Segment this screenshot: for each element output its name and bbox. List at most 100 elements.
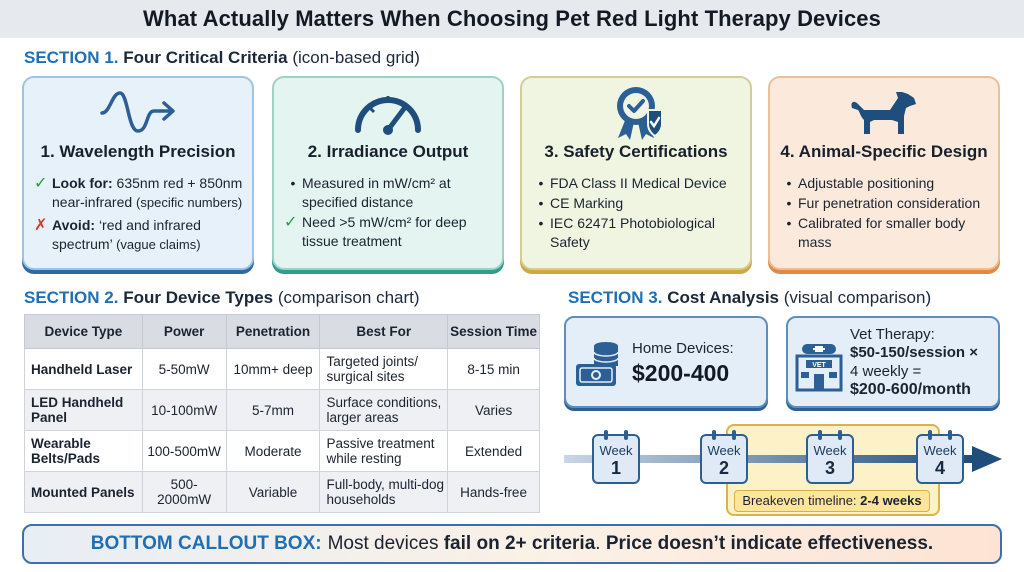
bullet-dot: •: [786, 175, 792, 191]
power-cell: 5-50mW: [141, 348, 227, 390]
week-number: 4: [934, 458, 945, 478]
bullet-dot: •: [538, 215, 544, 231]
section3-note: (visual comparison): [783, 288, 932, 307]
bullet-item: • CE Marking: [532, 194, 742, 213]
bullet-dot: •: [538, 175, 544, 191]
check-text: Need >5 mW/cm² for deep tissue treatment: [302, 214, 467, 249]
bullet-item: • IEC 62471 Photobiological Safety: [532, 214, 742, 252]
section2-note: (comparison chart): [277, 288, 420, 307]
section1-name: Four Critical Criteria: [123, 48, 288, 67]
bullet-text: CE Marking: [550, 195, 624, 211]
column-header: Session Time: [447, 314, 540, 349]
column-header: Device Type: [24, 314, 143, 349]
calendar-ring: [624, 430, 628, 440]
bullet-text: FDA Class II Medical Device: [550, 175, 727, 191]
session-time-cell: Varies: [447, 389, 540, 431]
section1-note: (icon-based grid): [292, 48, 420, 67]
criteria-card-irradiance: 2. Irradiance Output • Measured in mW/cm…: [272, 76, 504, 270]
week-label: Week: [707, 443, 741, 458]
section3-number: SECTION 3.: [568, 288, 663, 307]
calendar-ring: [838, 430, 842, 440]
avoid-label: Avoid:: [52, 217, 96, 233]
calendar-ring: [604, 430, 608, 440]
vet-rate-suffix: /session ×: [905, 344, 979, 361]
best-for-cell: Surface conditions, larger areas: [319, 389, 449, 431]
bullet-text: IEC 62471 Photobiological Safety: [550, 215, 716, 250]
column-header: Penetration: [225, 314, 321, 349]
penetration-cell: 10mm+ deep: [225, 348, 321, 390]
vet-rate-value: $50-150: [850, 344, 906, 361]
breakeven-value: 2-4 weeks: [860, 493, 922, 508]
week-number: 3: [824, 458, 835, 478]
week-label: Week: [813, 443, 847, 458]
check-icon: ✓: [34, 175, 48, 192]
callout-period: .: [595, 533, 601, 554]
avoid-item: ✗ Avoid: ‘red and infrared spectrum’ (va…: [34, 216, 244, 254]
bullet-dot: •: [786, 195, 792, 211]
bullet-dot: •: [538, 195, 544, 211]
week-label: Week: [923, 443, 957, 458]
section1-heading: SECTION 1. Four Critical Criteria (icon-…: [24, 48, 420, 68]
bullet-dot: •: [290, 175, 296, 191]
bullet-text: Adjustable positioning: [798, 175, 935, 191]
breakeven-timeline-label: Breakeven timeline: 2-4 weeks: [734, 490, 930, 512]
wave-arrow-icon: [24, 84, 252, 140]
best-for-cell: Passive treatment while resting: [319, 430, 449, 472]
look-for-note: (specific numbers): [136, 195, 243, 210]
penetration-cell: 5-7mm: [225, 389, 321, 431]
table-row: Mounted Panels 500-2000mW Variable Full-…: [24, 471, 540, 513]
avoid-text: ‘red and infrared spectrum’: [52, 217, 201, 252]
week-4-calendar-icon: Week 4: [916, 430, 964, 484]
week-number: 2: [718, 458, 729, 478]
section2-heading: SECTION 2. Four Device Types (comparison…: [24, 288, 420, 308]
card-title: 1. Wavelength Precision: [40, 142, 236, 161]
home-devices-label: Home Devices:: [632, 340, 734, 357]
week-number: 1: [610, 458, 621, 478]
callout-text: Most devices: [327, 533, 439, 554]
section2-number: SECTION 2.: [24, 288, 119, 307]
table-row: LED Handheld Panel 10-100mW 5-7mm Surfac…: [24, 389, 540, 431]
check-icon: ✓: [284, 214, 298, 231]
calendar-ring: [928, 430, 932, 440]
bullet-item: • Fur penetration consideration: [780, 194, 990, 213]
week-label: Week: [599, 443, 633, 458]
section1-number: SECTION 1.: [24, 48, 119, 67]
criteria-card-safety: 3. Safety Certifications • FDA Class II M…: [520, 76, 752, 270]
section2-name: Four Device Types: [123, 288, 274, 307]
bullet-item: • Measured in mW/cm² at specified distan…: [284, 174, 494, 212]
device-type-cell: Mounted Panels: [24, 471, 143, 513]
power-cell: 500-2000mW: [141, 471, 227, 513]
bullet-item: • Adjustable positioning: [780, 174, 990, 193]
bullet-dot: •: [786, 215, 792, 231]
vet-clinic-icon: VET: [794, 338, 844, 399]
breakeven-text: Breakeven timeline:: [742, 493, 857, 508]
card-title: 2. Irradiance Output: [307, 142, 469, 161]
gauge-icon: [274, 84, 502, 140]
vet-sign-text: VET: [812, 362, 826, 369]
vet-monthly-cost: $200-600/month: [850, 381, 971, 398]
table-row: Wearable Belts/Pads 100-500mW Moderate P…: [24, 430, 540, 472]
vet-frequency: 4 weekly =: [850, 363, 922, 380]
session-time-cell: 8-15 min: [447, 348, 540, 390]
bullet-text: Measured in mW/cm² at specified distance: [302, 175, 451, 210]
week-2-calendar-icon: Week 2: [700, 430, 748, 484]
page-title: What Actually Matters When Choosing Pet …: [143, 6, 881, 31]
criteria-card-wavelength: 1. Wavelength Precision ✓ Look for: 635n…: [22, 76, 254, 270]
title-bar: What Actually Matters When Choosing Pet …: [0, 0, 1024, 38]
best-for-cell: Targeted joints/ surgical sites: [319, 348, 449, 390]
session-time-cell: Extended: [447, 430, 540, 472]
table-row: Handheld Laser 5-50mW 10mm+ deep Targete…: [24, 348, 540, 390]
week-1-calendar-icon: Week 1: [592, 430, 640, 484]
vet-therapy-label: Vet Therapy:: [850, 326, 935, 343]
home-devices-cost-box: Home Devices: $200-400: [564, 316, 768, 408]
avoid-note: (vague claims): [116, 237, 201, 252]
vet-session-rate: $50-150/session ×: [850, 344, 978, 361]
week-3-calendar-icon: Week 3: [806, 430, 854, 484]
power-cell: 10-100mW: [141, 389, 227, 431]
callout-emphasis: fail on 2+ criteria: [443, 533, 596, 554]
cross-icon: ✗: [34, 217, 48, 234]
power-cell: 100-500mW: [141, 430, 227, 472]
criteria-card-animal-design: 4. Animal-Specific Design • Adjustable po…: [768, 76, 1000, 270]
device-type-cell: LED Handheld Panel: [24, 389, 143, 431]
bullet-text: Calibrated for smaller body mass: [798, 215, 966, 250]
